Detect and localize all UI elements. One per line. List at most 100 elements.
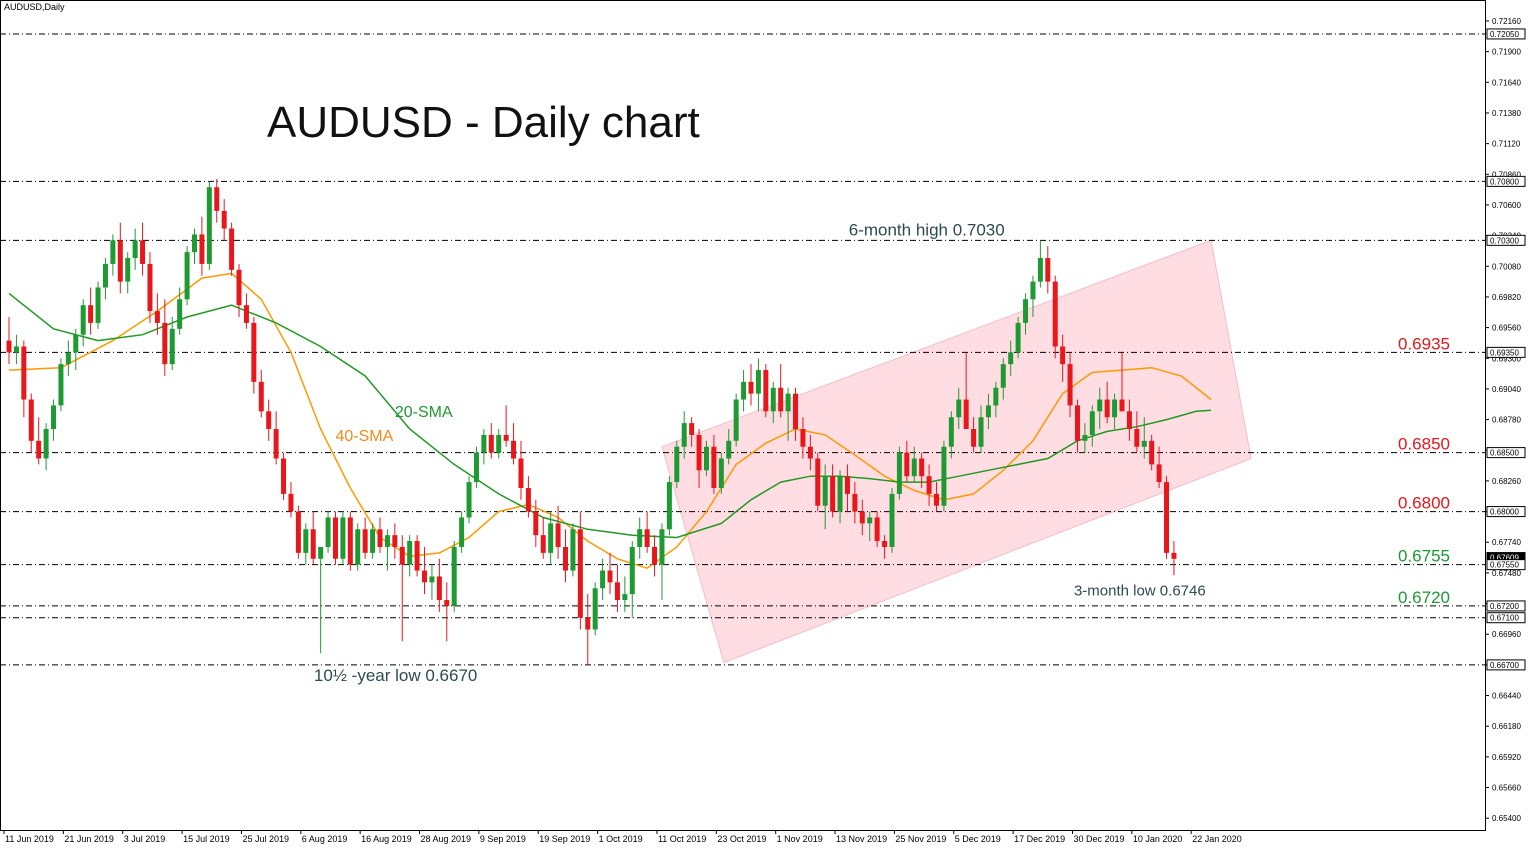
candle-body <box>585 617 591 630</box>
candle-body <box>266 411 272 430</box>
candle-body <box>399 546 405 565</box>
candle-body <box>1000 364 1006 388</box>
candle-body <box>184 252 190 300</box>
price-tag-label: 0.70800 <box>1490 177 1519 186</box>
candle-body <box>162 322 168 365</box>
annotation-label: 6-month high 0.7030 <box>849 220 1005 239</box>
y-tick-label: 0.69040 <box>1492 385 1521 394</box>
y-tick-label: 0.66180 <box>1492 722 1521 731</box>
x-tick-label: 15 Jul 2019 <box>183 834 230 844</box>
candle-body <box>236 269 242 306</box>
candle-body <box>911 458 917 477</box>
candle-body <box>362 529 368 553</box>
candle-body <box>429 576 435 583</box>
price-tag-label: 0.68500 <box>1490 449 1519 458</box>
annotation-label: 20-SMA <box>395 404 453 421</box>
candle-body <box>281 458 287 494</box>
candle-body <box>384 535 390 547</box>
y-tick-label: 0.65400 <box>1492 814 1521 823</box>
price-tag <box>1486 28 1526 40</box>
x-tick-label: 3 Jul 2019 <box>124 834 166 844</box>
candle-body <box>540 535 546 553</box>
candle-body <box>614 582 620 601</box>
price-tag <box>1486 600 1526 612</box>
candle-body <box>666 482 672 530</box>
annotation-label: 0.6935 <box>1398 334 1450 353</box>
y-tick-label: 0.69560 <box>1492 324 1521 333</box>
candle-body <box>533 511 539 536</box>
candle-body <box>844 476 850 494</box>
price-tag <box>1486 447 1526 459</box>
x-tick-label: 30 Dec 2019 <box>1073 834 1124 844</box>
candle-body <box>503 434 509 441</box>
candle-body <box>607 570 613 583</box>
x-tick-label: 1 Nov 2019 <box>777 834 823 844</box>
candle-body <box>525 487 531 512</box>
candle-body <box>993 387 999 406</box>
candle-body <box>711 446 717 488</box>
candle-body <box>882 541 888 547</box>
price-tag-label: 0.66700 <box>1490 661 1519 670</box>
y-tick-label: 0.68260 <box>1492 477 1521 486</box>
candle-body <box>1149 440 1155 465</box>
price-tag <box>1486 659 1526 671</box>
candle-body <box>1171 552 1177 559</box>
candle-body <box>696 434 702 471</box>
annotation-label: 0.6720 <box>1398 588 1450 607</box>
candle-body <box>718 458 724 488</box>
candle-body <box>251 322 257 382</box>
candle-body <box>1074 405 1080 441</box>
x-tick-label: 1 Oct 2019 <box>599 834 643 844</box>
candle-body <box>778 387 784 412</box>
candle-body <box>1045 258 1051 282</box>
candle-body <box>473 452 479 483</box>
candle-body <box>592 588 598 630</box>
candle-body <box>206 187 212 264</box>
candle-body <box>948 417 954 447</box>
candle-body <box>1164 482 1170 553</box>
candle-body <box>21 346 27 400</box>
sma-line <box>8 272 1212 570</box>
candle-body <box>793 393 799 430</box>
price-tag-label: 0.67550 <box>1490 561 1519 570</box>
candle-body <box>807 446 813 459</box>
candle-body <box>963 399 969 430</box>
symbol-label: AUDUSD,Daily <box>4 2 65 12</box>
candle-body <box>318 546 324 559</box>
candle-body <box>273 429 279 459</box>
candle-body <box>488 434 494 453</box>
candle-body <box>125 258 131 282</box>
x-tick-label: 19 Sep 2019 <box>539 834 590 844</box>
y-tick-label: 0.68780 <box>1492 416 1521 425</box>
candle-body <box>763 370 769 412</box>
x-tick-label: 9 Sep 2019 <box>480 834 526 844</box>
candle-body <box>355 529 361 565</box>
candle-body <box>58 364 64 406</box>
candle-body <box>258 381 264 412</box>
x-tick-label: 11 Oct 2019 <box>658 834 706 844</box>
y-tick-label: 0.66440 <box>1492 692 1521 701</box>
annotation-label: 40-SMA <box>335 428 393 445</box>
price-tag <box>1486 612 1526 624</box>
candle-body <box>377 529 383 547</box>
candle-body <box>303 529 309 553</box>
x-tick-label: 23 Oct 2019 <box>717 834 766 844</box>
candle-body <box>629 546 635 595</box>
candle-body <box>110 240 116 264</box>
candle-body <box>1008 352 1014 365</box>
candle-body <box>243 305 249 323</box>
candle-body <box>1104 399 1110 418</box>
candle-body <box>177 299 183 329</box>
price-tag <box>1486 234 1526 246</box>
y-tick-label: 0.71380 <box>1492 109 1521 118</box>
candle-body <box>199 234 205 264</box>
candle-body <box>1023 299 1029 323</box>
candle-body <box>132 240 138 259</box>
candle-body <box>1089 411 1095 435</box>
candle-body <box>548 523 554 553</box>
candle-body <box>741 381 747 400</box>
candle-body <box>451 546 457 606</box>
candle-body <box>815 458 821 506</box>
candle-body <box>978 417 984 447</box>
